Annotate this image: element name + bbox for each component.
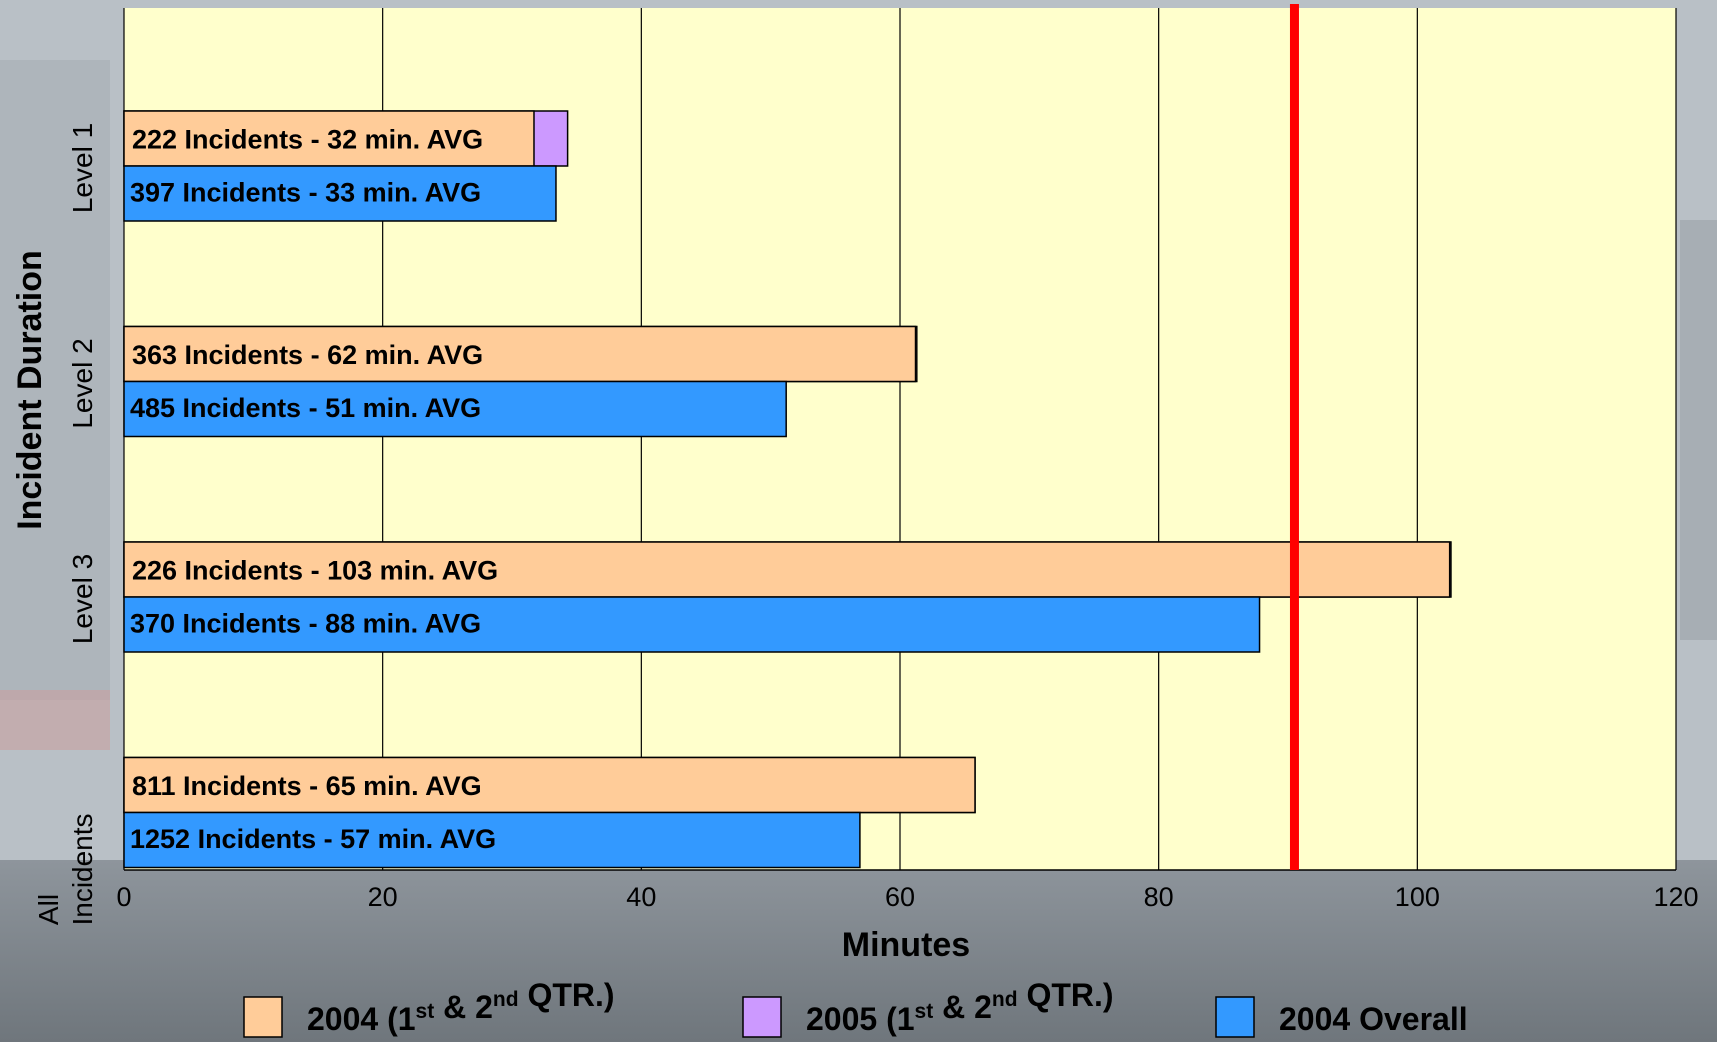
x-tick-label-5: 100 [1395, 882, 1440, 912]
bar-2004-overall-2 [123, 596, 1261, 653]
x-axis-ticks: 0 20 40 60 80 100 120 [116, 882, 1698, 912]
x-tick-label-6: 120 [1653, 882, 1698, 912]
bar-label-2004-half-0: 222 Incidents - 32 min. AVG [132, 125, 483, 155]
bar-2004-overall-3 [123, 811, 861, 869]
bar-label-2004-overall-2: 370 Incidents - 88 min. AVG [130, 609, 481, 639]
category-label-3-0: All [33, 894, 64, 925]
legend-label-1: 2005 (1st & 2nd QTR.) [806, 977, 1114, 1037]
legend-swatch-2 [1215, 996, 1255, 1038]
bar-label-2004-half-2: 226 Incidents - 103 min. AVG [132, 556, 498, 586]
bar-2004-overall-0 [123, 165, 557, 222]
bar-2004-half-1 [123, 325, 917, 383]
category-label-1-0: Level 2 [67, 338, 98, 428]
y-axis-title: Incident Duration [11, 250, 49, 530]
legend-swatch-1 [742, 996, 782, 1038]
legend-swatch-0 [243, 996, 283, 1038]
bar-label-2004-overall-1: 485 Incidents - 51 min. AVG [130, 393, 481, 423]
legend-label-0: 2004 (1st & 2nd QTR.) [307, 977, 615, 1037]
category-labels: Level 1 Level 2 Level 3 All Incidents [33, 123, 98, 926]
bar-label-2004-overall-3: 1252 Incidents - 57 min. AVG [130, 824, 496, 854]
category-label-3-1: Incidents [67, 813, 98, 925]
x-tick-label-1: 20 [368, 882, 398, 912]
x-tick-label-0: 0 [116, 882, 131, 912]
x-axis-title: Minutes [842, 926, 970, 964]
bar-2004-overall-1 [123, 380, 787, 438]
x-tick-label-2: 40 [626, 882, 656, 912]
bar-label-2004-overall-0: 397 Incidents - 33 min. AVG [130, 178, 481, 208]
x-tick-label-4: 80 [1144, 882, 1174, 912]
category-label-0-0: Level 1 [67, 123, 98, 213]
x-tick-label-3: 60 [885, 882, 915, 912]
legend-label-2: 2004 Overall [1279, 1001, 1468, 1037]
category-label-2-0: Level 3 [67, 554, 98, 644]
bar-label-2004-half-3: 811 Incidents - 65 min. AVG [132, 771, 482, 801]
legend: 2004 (1st & 2nd QTR.) 2005 (1st & 2nd QTR… [243, 977, 1468, 1038]
bar-2004-half-0 [123, 110, 535, 167]
bar-label-2004-half-1: 363 Incidents - 62 min. AVG [132, 340, 483, 370]
bars: 222 Incidents - 32 min. AVG 397 Incidents… [123, 110, 1452, 869]
bar-2004-half-3 [123, 756, 976, 814]
